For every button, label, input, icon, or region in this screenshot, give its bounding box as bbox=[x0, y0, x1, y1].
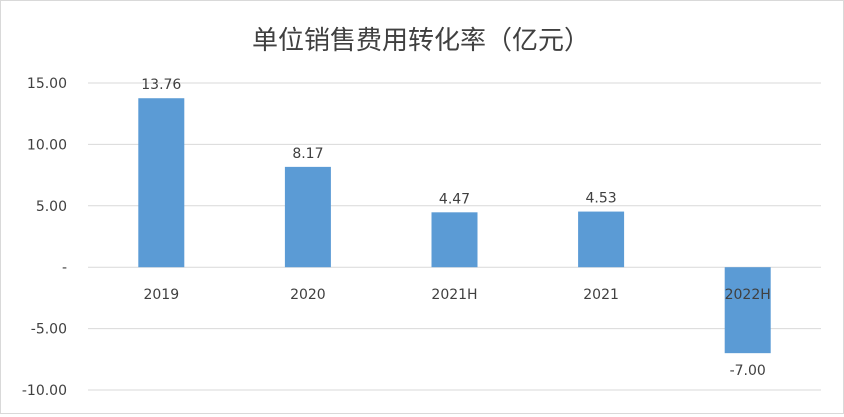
bar-2022H bbox=[724, 267, 771, 354]
x-tick-label: 2020 bbox=[290, 287, 326, 303]
bar-2021H bbox=[431, 212, 478, 268]
data-label: 13.76 bbox=[141, 77, 181, 93]
bar-2020 bbox=[284, 166, 331, 268]
bars bbox=[138, 98, 771, 354]
y-tick-label: - bbox=[62, 260, 67, 276]
y-tick-label: 15.00 bbox=[27, 76, 67, 92]
y-tick-label: -5.00 bbox=[31, 322, 67, 338]
data-label: 4.47 bbox=[439, 191, 470, 207]
x-axis-tick-labels: 2019 2020 2021H 2021 2022H bbox=[143, 287, 770, 303]
chart-title: 单位销售费用转化率（亿元） bbox=[252, 26, 590, 56]
y-tick-label: -10.00 bbox=[22, 383, 67, 399]
x-tick-label: 2019 bbox=[143, 287, 179, 303]
bar-2021 bbox=[578, 211, 625, 268]
bar-2019 bbox=[138, 98, 185, 268]
x-tick-label: 2021H bbox=[431, 287, 477, 303]
y-tick-label: 10.00 bbox=[27, 137, 67, 153]
data-label: 4.53 bbox=[586, 191, 617, 207]
data-label: -7.00 bbox=[730, 363, 766, 379]
gridlines bbox=[88, 82, 821, 391]
y-axis-tick-labels: 15.00 10.00 5.00 - -5.00 -10.00 bbox=[22, 76, 67, 399]
data-label: 8.17 bbox=[292, 146, 323, 162]
x-tick-label: 2021 bbox=[583, 287, 619, 303]
data-labels: 13.76 8.17 4.47 4.53 -7.00 bbox=[141, 77, 766, 379]
y-tick-label: 5.00 bbox=[36, 199, 67, 215]
x-tick-label: 2022H bbox=[725, 287, 771, 303]
